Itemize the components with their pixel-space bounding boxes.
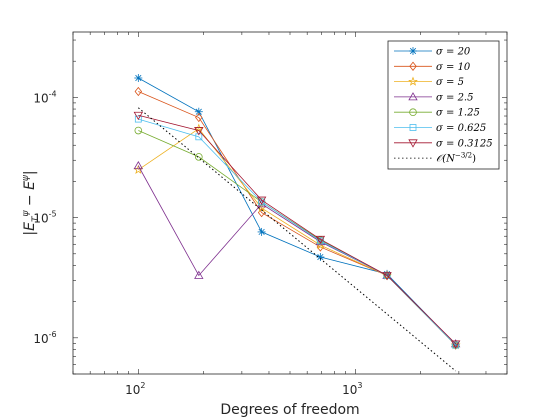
legend-marker <box>409 108 417 116</box>
data-point <box>382 272 392 281</box>
y-axis-label-end: | <box>22 170 38 175</box>
legend-entry: σ = 0.3125 <box>394 138 493 149</box>
legend-label: σ = 0.3125 <box>436 138 493 149</box>
legend-items: σ = 20 σ = 10 σ = 5 σ = 2.5 σ = 1.25 σ = 0.62… <box>394 47 493 165</box>
y-axis-label-sup: ψ <box>21 210 31 217</box>
legend-entry: σ = 20 <box>394 47 471 58</box>
data-point <box>256 196 267 205</box>
x-tick-label: 102 <box>125 381 145 397</box>
y-axis-label-sup2: ψ <box>21 174 31 181</box>
legend-marker <box>408 139 418 148</box>
series-line <box>138 77 456 345</box>
data-point <box>315 235 326 245</box>
series-line <box>138 107 456 372</box>
legend-label: σ = 0.625 <box>436 123 486 134</box>
y-tick-label: 10-6 <box>33 330 56 346</box>
x-tick-label: 103 <box>342 381 362 397</box>
legend-label: σ = 1.25 <box>436 108 480 119</box>
legend-label: σ = 2.5 <box>436 92 473 103</box>
data-point <box>134 74 143 83</box>
x-axis-label: Degrees of freedom <box>220 402 359 418</box>
x-axis-ticks: 102 103 <box>72 32 508 397</box>
legend-marker <box>408 92 418 101</box>
y-axis-label: |ETψ − Eψ| <box>21 170 41 235</box>
legend-marker <box>409 124 417 131</box>
data-point <box>134 86 143 97</box>
legend-label: 𝒪(N−3/2) <box>436 152 476 165</box>
legend-marker <box>408 76 418 86</box>
data-point <box>194 270 204 279</box>
y-axis-ticks: 10-6 10-5 10-4 <box>33 39 507 375</box>
legend-entry: σ = 10 <box>394 61 471 73</box>
y-axis-label-mid: − E <box>22 181 38 211</box>
legend-label: σ = 20 <box>436 47 471 58</box>
data-point <box>134 115 142 123</box>
legend-label: σ = 5 <box>436 77 464 88</box>
data-point <box>450 340 461 349</box>
legend-entry: σ = 5 <box>394 76 464 88</box>
data-point <box>257 227 266 236</box>
legend-entry: 𝒪(N−3/2) <box>394 152 476 165</box>
legend-entry: σ = 1.25 <box>394 108 480 119</box>
data-point <box>194 127 204 136</box>
data-point <box>133 160 144 170</box>
series-8 <box>138 107 456 372</box>
y-tick-label: 10-4 <box>33 89 56 105</box>
y-axis-label-sub: T <box>31 215 41 222</box>
legend-label: σ = 10 <box>436 62 471 73</box>
legend: σ = 20 σ = 10 σ = 5 σ = 2.5 σ = 1.25 σ = 0.62… <box>387 40 500 170</box>
data-point <box>194 107 203 116</box>
data-point <box>195 112 203 123</box>
y-axis-label-base: |E <box>22 222 38 236</box>
data-point <box>195 153 203 161</box>
data-point <box>133 111 144 121</box>
series-7 <box>133 111 461 349</box>
legend-marker <box>409 47 417 55</box>
series-line <box>138 114 456 345</box>
data-point <box>134 126 143 135</box>
legend-marker <box>409 61 417 71</box>
legend-entry: σ = 0.625 <box>394 123 486 134</box>
legend-box <box>387 40 500 170</box>
legend-entry: σ = 2.5 <box>394 92 473 103</box>
y-tick-label: 10-5 <box>33 210 56 226</box>
series-layer <box>133 74 461 372</box>
